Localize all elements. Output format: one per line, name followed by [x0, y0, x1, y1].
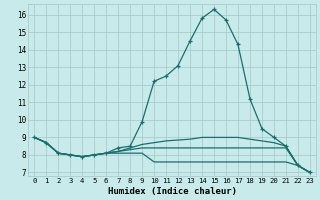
X-axis label: Humidex (Indice chaleur): Humidex (Indice chaleur)	[108, 187, 236, 196]
